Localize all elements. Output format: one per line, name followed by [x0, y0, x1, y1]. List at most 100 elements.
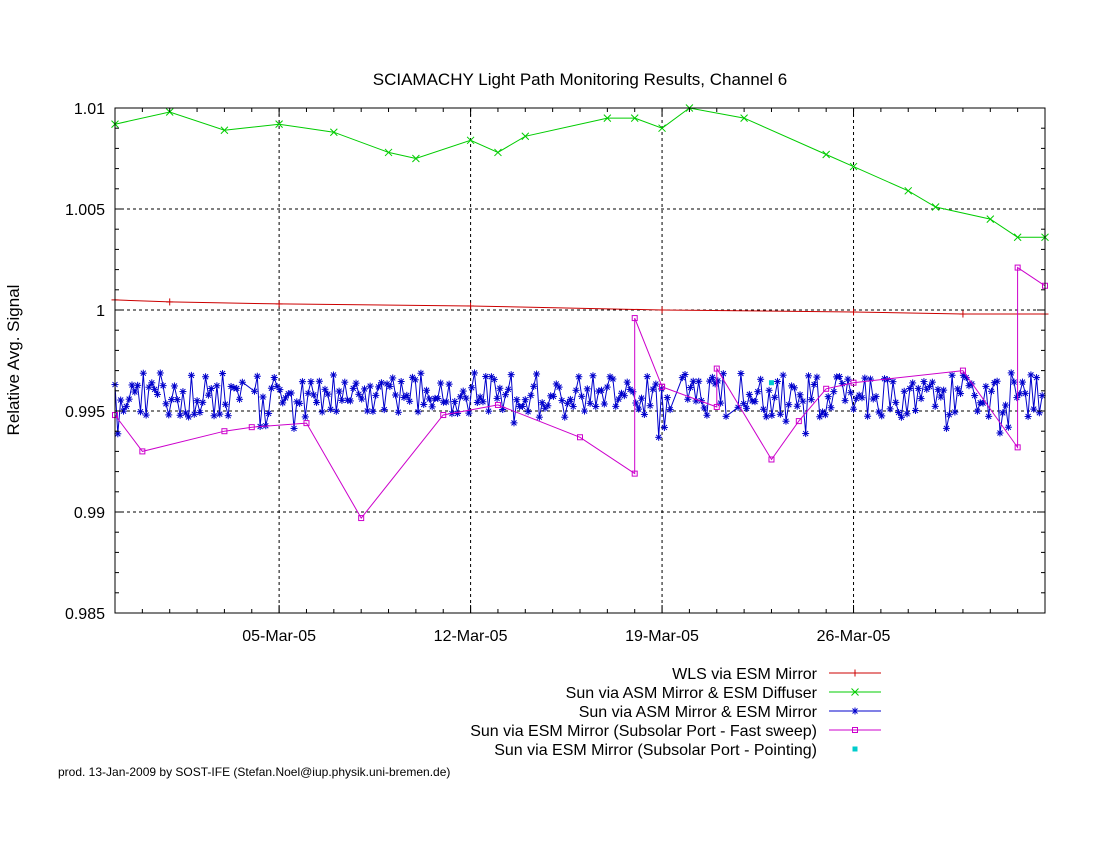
data-point: [620, 392, 628, 400]
data-point: [646, 402, 654, 410]
data-point: [301, 413, 309, 421]
data-point: [558, 397, 566, 405]
data-point: [795, 418, 802, 425]
data-point: [745, 390, 753, 398]
data-point: [872, 392, 880, 400]
y-axis-label: Relative Avg. Signal: [4, 285, 23, 436]
data-point: [335, 387, 343, 395]
data-point: [349, 384, 357, 392]
legend-marker: [851, 707, 859, 715]
data-point: [717, 399, 725, 407]
data-point: [776, 410, 784, 418]
data-point: [321, 385, 329, 393]
data-point: [476, 393, 484, 401]
data-point: [332, 407, 340, 415]
data-point: [287, 389, 295, 397]
y-tick-label: 0.985: [65, 606, 105, 623]
data-point: [931, 402, 939, 410]
data-point: [844, 375, 852, 383]
credit-annotation: prod. 13-Jan-2009 by SOST-IFE (Stefan.No…: [58, 765, 450, 779]
data-point: [467, 302, 475, 310]
data-point: [658, 306, 666, 314]
data-point: [462, 394, 470, 402]
y-tick-label: 1.01: [74, 101, 105, 118]
data-point: [494, 401, 501, 408]
data-point: [821, 411, 829, 419]
data-point: [233, 384, 241, 392]
data-point: [793, 402, 801, 410]
data-point: [713, 365, 720, 372]
data-point: [170, 382, 178, 390]
data-point: [304, 389, 312, 397]
data-point: [779, 371, 787, 379]
data-point: [253, 372, 261, 380]
data-point: [417, 369, 425, 377]
data-point: [1014, 264, 1021, 271]
data-point: [221, 400, 229, 408]
data-point: [530, 382, 538, 390]
data-point: [159, 382, 167, 390]
data-point: [575, 373, 583, 381]
data-point: [485, 407, 493, 415]
data-point: [139, 369, 147, 377]
data-point: [451, 397, 459, 405]
data-point: [768, 411, 776, 419]
data-point: [993, 377, 1001, 385]
data-point: [275, 120, 283, 129]
data-point: [352, 379, 360, 387]
data-point: [538, 399, 546, 407]
data-point: [394, 408, 402, 416]
data-point: [771, 393, 779, 401]
data-point: [713, 403, 720, 410]
data-point: [971, 392, 979, 400]
data-point: [185, 413, 193, 421]
data-point: [940, 386, 948, 394]
data-point: [897, 413, 905, 421]
data-point: [823, 385, 830, 392]
data-point: [490, 375, 498, 383]
data-point: [700, 404, 708, 412]
x-tick-label: 12-Mar-05: [434, 628, 508, 645]
data-point: [202, 373, 210, 381]
data-point: [659, 383, 666, 390]
data-point: [125, 395, 133, 403]
data-point: [494, 148, 502, 157]
y-tick-label: 1.005: [65, 202, 105, 219]
data-point: [658, 124, 666, 133]
plot-frame: [114, 107, 1046, 614]
data-point: [572, 386, 580, 394]
data-point: [751, 398, 759, 406]
data-point: [951, 408, 959, 416]
data-point: [807, 396, 815, 404]
data-point: [267, 384, 275, 392]
data-point: [841, 397, 849, 405]
series-line: [114, 107, 1045, 238]
data-point: [652, 380, 660, 388]
data-point: [569, 403, 577, 411]
data-point: [1024, 413, 1032, 421]
data-point: [397, 378, 405, 386]
data-point: [875, 408, 883, 416]
data-point: [303, 420, 310, 427]
data-point: [153, 390, 161, 398]
data-point: [986, 215, 995, 223]
data-point: [549, 392, 557, 400]
data-point: [561, 413, 569, 421]
data-point: [420, 400, 428, 408]
data-point: [434, 394, 442, 402]
data-point: [954, 385, 962, 393]
data-point: [985, 412, 993, 420]
data-point: [535, 413, 543, 421]
data-point: [900, 387, 908, 395]
data-point: [384, 148, 393, 157]
data-point: [790, 384, 798, 392]
data-point: [279, 399, 287, 407]
data-point: [948, 371, 956, 379]
data-point: [583, 385, 591, 393]
data-point: [740, 114, 748, 122]
data-point: [600, 400, 608, 408]
grid-lines: [115, 108, 1045, 613]
data-point: [692, 397, 700, 405]
data-point: [631, 315, 638, 322]
